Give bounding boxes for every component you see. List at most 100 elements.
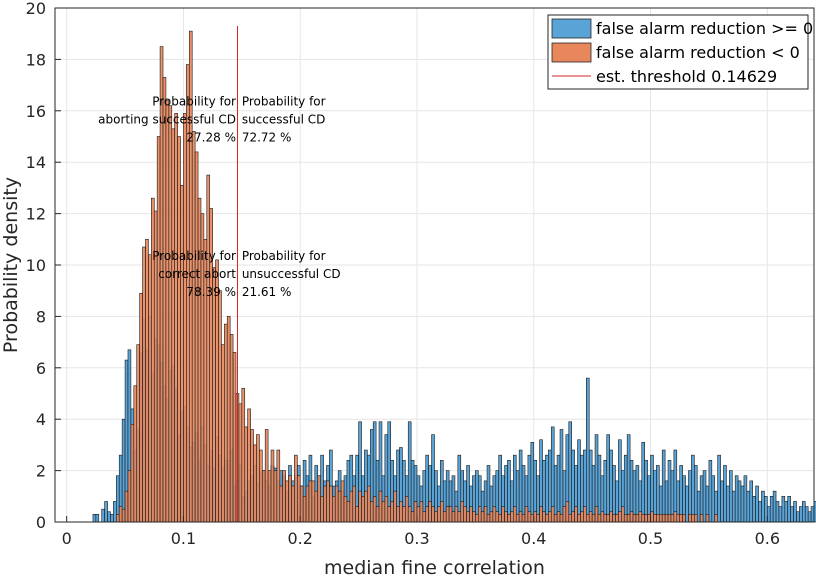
x-tick-label: 0 xyxy=(62,529,72,548)
histogram-bar xyxy=(136,344,140,523)
histogram-bar xyxy=(603,513,608,523)
histogram-bar xyxy=(419,501,424,523)
histogram-bar xyxy=(393,490,397,523)
histogram-bar xyxy=(387,506,392,523)
histogram-bar xyxy=(372,495,377,523)
histogram-bar xyxy=(694,465,698,523)
histogram-bar xyxy=(241,388,246,523)
annotation-text: Probability for aborting successful CD 27.… xyxy=(98,95,236,145)
histogram-bar xyxy=(229,334,234,523)
legend-label-threshold: est. threshold 0.14629 xyxy=(596,67,777,86)
histogram-bar xyxy=(667,460,672,523)
y-tick-label: 2 xyxy=(36,462,46,481)
histogram-bar xyxy=(691,513,695,523)
histogram-bar xyxy=(148,254,152,523)
histogram-bar xyxy=(641,513,645,523)
histogram-bar xyxy=(460,501,464,523)
series-false-alarm-reduction-lt-0 xyxy=(116,30,718,523)
histogram-bar xyxy=(679,465,683,523)
histogram-bar xyxy=(183,113,187,523)
histogram-bar xyxy=(737,480,742,523)
histogram-bar xyxy=(527,511,532,523)
histogram-bar xyxy=(133,385,138,523)
histogram-bar xyxy=(437,506,441,523)
histogram-bar xyxy=(790,506,794,523)
histogram-bar xyxy=(574,506,578,523)
histogram-bar xyxy=(778,506,783,523)
histogram-bar xyxy=(483,506,488,523)
histogram-bar xyxy=(329,485,333,523)
histogram-bar xyxy=(475,513,479,523)
histogram-bar xyxy=(104,501,108,523)
histogram-bar xyxy=(337,490,342,523)
histogram-bar xyxy=(761,490,765,523)
histogram-bar xyxy=(191,131,196,523)
histogram-bar xyxy=(142,246,146,523)
histogram-bar xyxy=(548,511,552,523)
histogram-bar xyxy=(518,511,523,523)
histogram-bar xyxy=(612,513,616,523)
histogram-bar xyxy=(626,434,631,523)
histogram-bar xyxy=(591,513,596,523)
histogram-bar xyxy=(641,442,645,523)
histogram-bar xyxy=(521,513,526,523)
histogram-bar xyxy=(542,511,546,523)
histogram-bar xyxy=(594,506,599,523)
histogram-bar xyxy=(577,439,581,523)
histogram-bar xyxy=(477,506,482,523)
histogram-bar xyxy=(600,511,605,523)
x-axis-label: median fine correlation xyxy=(324,557,545,576)
histogram-bar xyxy=(799,506,803,523)
legend-swatch-orange xyxy=(551,42,592,63)
histogram-bar xyxy=(661,513,666,523)
histogram-bar xyxy=(568,421,573,523)
histogram-bar xyxy=(215,259,219,523)
histogram-bar xyxy=(457,511,462,523)
histogram-bar xyxy=(340,480,345,523)
histogram-bar xyxy=(685,485,689,523)
histogram-bar xyxy=(442,511,447,523)
histogram-bar xyxy=(492,506,497,523)
histogram-bar xyxy=(431,506,435,523)
histogram-bar xyxy=(165,100,170,523)
histogram-bar xyxy=(121,418,126,523)
histogram-bar xyxy=(127,470,132,523)
histogram-bar xyxy=(635,513,640,523)
histogram-bar xyxy=(139,292,143,523)
histogram-bar xyxy=(632,513,637,523)
histogram-bar xyxy=(256,434,260,523)
histogram-bar xyxy=(282,470,286,523)
histogram-bar xyxy=(510,511,514,523)
histogram-bar xyxy=(440,501,444,523)
histogram-bar xyxy=(702,470,707,523)
histogram-bar xyxy=(448,506,453,523)
histogram-bar xyxy=(743,475,748,523)
histogram-bar xyxy=(793,501,797,523)
histogram-bar xyxy=(769,495,774,523)
histogram-bar xyxy=(609,511,613,523)
histogram-bar xyxy=(694,513,698,523)
histogram-bar xyxy=(177,136,181,523)
histogram-bar xyxy=(571,449,575,523)
histogram-bar xyxy=(606,513,610,523)
histogram-bar xyxy=(507,460,511,523)
y-tick-label: 16 xyxy=(26,102,46,121)
histogram-bar xyxy=(194,151,199,523)
histogram-bar xyxy=(296,475,301,523)
histogram-bar xyxy=(740,485,745,523)
x-tick-label: 0.3 xyxy=(404,529,429,548)
annotation-text: Probability for unsuccessful CD 21.61 % xyxy=(242,249,341,299)
legend-swatch-blue xyxy=(551,18,592,39)
histogram-bar xyxy=(588,511,593,523)
histogram-bar xyxy=(673,511,678,523)
histogram-bar xyxy=(609,449,613,523)
histogram-bar xyxy=(405,495,409,523)
histogram-bar xyxy=(495,511,500,523)
histogram-bar xyxy=(714,513,718,523)
histogram-bar xyxy=(247,408,251,523)
histogram-bar xyxy=(197,197,202,523)
histogram-bar xyxy=(472,511,476,523)
x-tick-label: 0.6 xyxy=(755,529,780,548)
histogram-bar xyxy=(168,105,173,523)
histogram-bar xyxy=(451,511,456,523)
